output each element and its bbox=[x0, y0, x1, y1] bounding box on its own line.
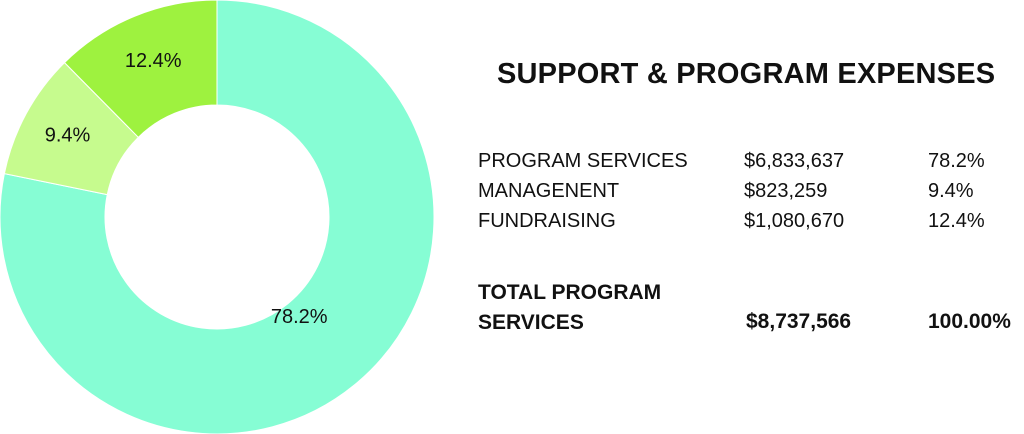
total-percent: 100.00% bbox=[928, 310, 1011, 333]
row-percent: 9.4% bbox=[928, 180, 974, 202]
donut-slice-fundraising bbox=[63, 0, 218, 139]
total-amount: $8,737,566 bbox=[746, 310, 852, 333]
donut-slice-program-services bbox=[0, 0, 435, 434]
row-percent: 12.4% bbox=[928, 210, 985, 232]
donut-chart: 78.2% 9.4% 12.4% bbox=[0, 0, 435, 434]
row-name: MANAGENENT bbox=[478, 180, 620, 202]
table-row: FUNDRAISING $1,080,670 12.4% bbox=[478, 210, 1018, 238]
slice-label: 12.4% bbox=[125, 50, 182, 72]
row-amount: $1,080,670 bbox=[744, 210, 845, 232]
chart-title: SUPPORT & PROGRAM EXPENSES bbox=[497, 58, 996, 90]
row-name: FUNDRAISING bbox=[478, 210, 616, 232]
row-percent: 78.2% bbox=[928, 150, 985, 172]
row-name: PROGRAM SERVICES bbox=[478, 150, 688, 172]
total-label: TOTAL PROGRAM SERVICES bbox=[478, 281, 662, 334]
row-amount: $6,833,637 bbox=[744, 150, 845, 172]
table-row: PROGRAM SERVICES $6,833,637 78.2% bbox=[478, 150, 1018, 178]
slice-label: 78.2% bbox=[271, 306, 328, 328]
slice-label: 9.4% bbox=[45, 124, 91, 146]
table-row: MANAGENENT $823,259 9.4% bbox=[478, 180, 1018, 208]
row-amount: $823,259 bbox=[744, 180, 828, 202]
